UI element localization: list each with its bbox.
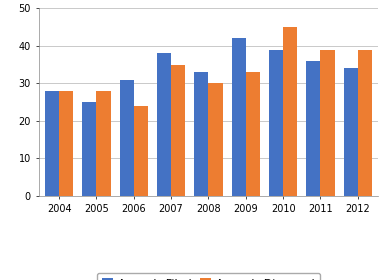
Bar [344,68,358,196]
Bar [59,91,73,196]
Bar [232,38,246,196]
Bar [45,91,59,196]
Bar [358,50,372,196]
Bar [246,72,260,196]
Bar [320,50,335,196]
Bar [194,72,208,196]
Bar [120,80,134,196]
Bar [306,61,320,196]
Bar [269,50,283,196]
Bar [283,27,297,196]
Bar [82,102,96,196]
Bar [157,53,171,196]
Bar [208,83,223,196]
Bar [96,91,111,196]
Bar [134,106,148,196]
Bar [171,65,185,196]
Legend: Appeals Filed, Appeals Disposed: Appeals Filed, Appeals Disposed [97,273,320,280]
